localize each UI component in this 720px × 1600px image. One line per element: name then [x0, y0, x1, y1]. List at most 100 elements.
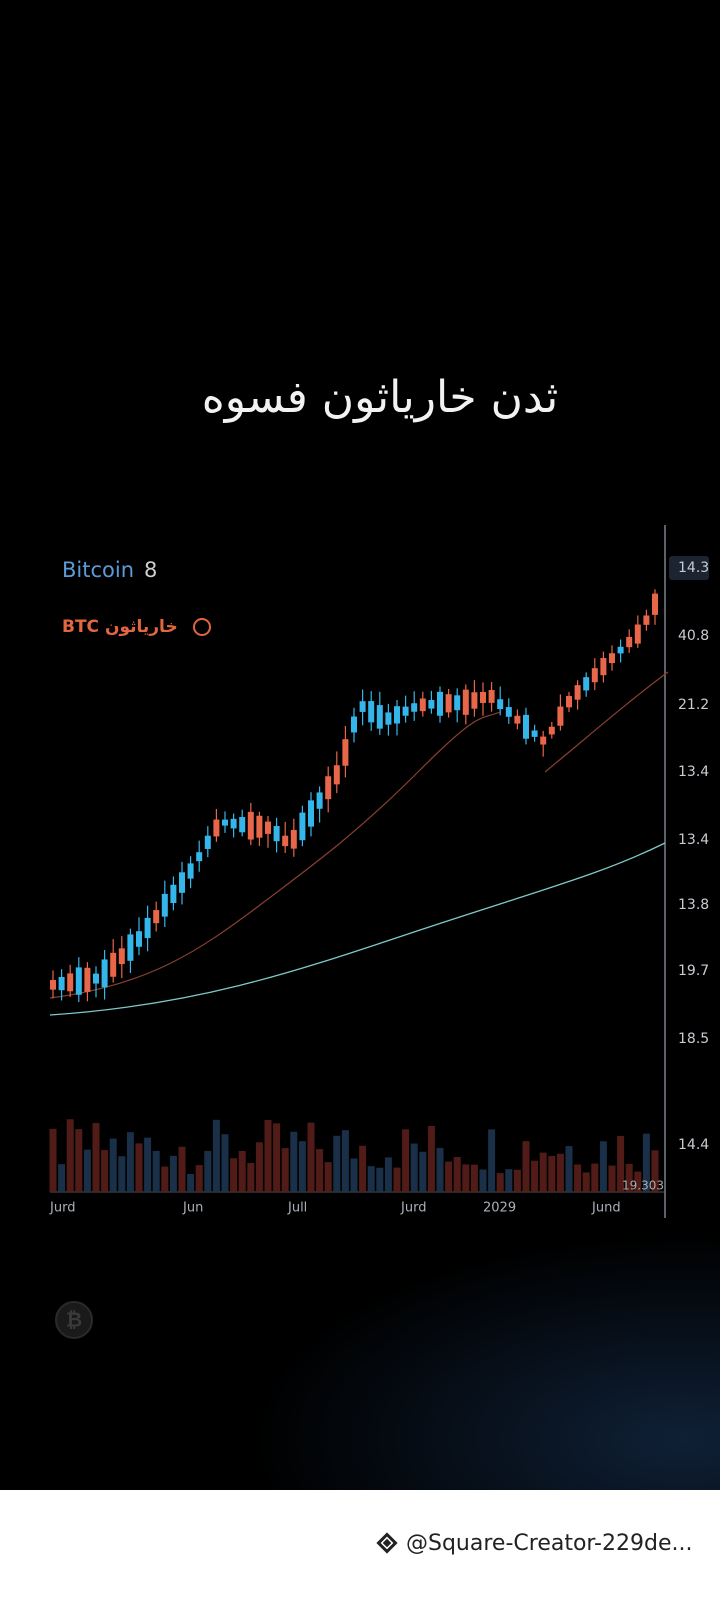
- candle-body: [265, 821, 271, 834]
- volume-bar: [126, 1132, 134, 1192]
- candle-body: [222, 819, 228, 826]
- volume-bar: [496, 1173, 504, 1192]
- price-axis-label: 13.8: [678, 897, 709, 913]
- volume-bar: [255, 1142, 263, 1192]
- candle-body: [351, 716, 357, 733]
- candle-body: [256, 815, 263, 838]
- candle-body: [385, 712, 392, 725]
- candle-body: [574, 685, 581, 700]
- volume-bar: [591, 1163, 599, 1192]
- candle-body: [566, 696, 572, 708]
- candle-body: [462, 689, 469, 715]
- volume-bar: [178, 1146, 186, 1192]
- candle-body: [505, 707, 512, 717]
- candle-body: [548, 726, 555, 735]
- volume-bar: [427, 1125, 435, 1192]
- candle-body: [643, 615, 650, 625]
- candle-body: [230, 818, 237, 829]
- volume-bar: [488, 1129, 496, 1192]
- volume-bar: [238, 1151, 246, 1192]
- price-axis-label: 19.7: [678, 963, 709, 979]
- volume-bar: [161, 1166, 169, 1192]
- candle-body: [652, 593, 658, 615]
- volume-bar: [556, 1153, 564, 1192]
- volume-bar: [350, 1158, 358, 1192]
- candle-body: [359, 701, 366, 712]
- candle-body: [127, 934, 134, 961]
- candle-body: [471, 692, 478, 709]
- candle-body: [497, 699, 504, 710]
- volume-bar: [359, 1145, 367, 1192]
- candle-body: [454, 695, 461, 711]
- candle-body: [600, 658, 607, 676]
- volume-bar: [608, 1165, 616, 1192]
- moving-average: [544, 671, 669, 773]
- volume-bar: [333, 1135, 341, 1192]
- candle-body: [144, 917, 151, 939]
- volume-bar: [307, 1122, 315, 1192]
- candle-body: [110, 952, 117, 977]
- volume-bar: [651, 1150, 659, 1192]
- volume-bar: [453, 1156, 461, 1192]
- volume-bar: [410, 1143, 418, 1192]
- candle-body: [445, 694, 452, 713]
- candle-body: [196, 852, 203, 862]
- volume-bar: [642, 1133, 650, 1192]
- watermark-icon: [376, 1532, 398, 1554]
- price-axis-label: 18.5: [678, 1031, 709, 1047]
- volume-bar: [135, 1143, 143, 1192]
- volume-bar: [169, 1155, 177, 1192]
- volume-bar: [264, 1120, 272, 1192]
- candle-body: [273, 826, 280, 842]
- volume-bar: [290, 1131, 298, 1192]
- candle-body: [93, 973, 99, 984]
- candle-body: [170, 884, 177, 904]
- volume-bar: [66, 1119, 74, 1192]
- time-axis-label: 2029: [483, 1201, 516, 1216]
- candle-body: [101, 959, 108, 988]
- volume-bar: [522, 1141, 530, 1192]
- candle-body: [118, 948, 125, 965]
- candle-body: [402, 706, 409, 716]
- candle-body: [325, 776, 332, 800]
- volume-bar: [462, 1164, 470, 1192]
- volume-bar: [436, 1147, 444, 1192]
- candle-body: [58, 976, 65, 991]
- price-axis-label: 40.8: [678, 628, 709, 644]
- volume-bar: [144, 1137, 152, 1192]
- candle-body: [514, 715, 521, 724]
- legend-name: Bitcoin: [62, 558, 134, 582]
- volume-bar: [324, 1162, 332, 1192]
- volume-bar: [376, 1167, 384, 1192]
- candle-body: [531, 730, 538, 737]
- volume-bar: [419, 1151, 427, 1192]
- volume-bar: [513, 1169, 521, 1192]
- moving-average: [49, 711, 501, 999]
- volume-bar: [582, 1172, 590, 1192]
- price-axis-label: 21.2: [678, 697, 709, 713]
- candle-body: [161, 893, 168, 917]
- volume-bar: [539, 1152, 547, 1192]
- volume-bar: [230, 1158, 238, 1192]
- candle-body: [179, 872, 185, 893]
- candle-body: [617, 646, 624, 654]
- moving-average: [49, 842, 666, 1016]
- candle-body: [247, 811, 254, 840]
- volume-bar: [599, 1141, 607, 1192]
- volume-bar: [574, 1164, 582, 1192]
- volume-bar: [75, 1129, 83, 1192]
- candle-body: [204, 835, 211, 849]
- volume-bar: [470, 1164, 478, 1192]
- volume-bar: [118, 1156, 126, 1192]
- time-axis-label: Jun: [182, 1201, 203, 1216]
- legend-pair: BTC خارياثون: [62, 617, 178, 637]
- candle-body: [557, 706, 564, 726]
- candle-body: [308, 800, 314, 827]
- price-axis-label: 14.4: [678, 1137, 709, 1153]
- volume-bar: [273, 1123, 281, 1192]
- volume-bar: [298, 1141, 306, 1192]
- volume-bar: [152, 1150, 160, 1192]
- candle-body: [394, 706, 400, 724]
- volume-bar: [58, 1164, 66, 1192]
- candle-body: [239, 817, 246, 833]
